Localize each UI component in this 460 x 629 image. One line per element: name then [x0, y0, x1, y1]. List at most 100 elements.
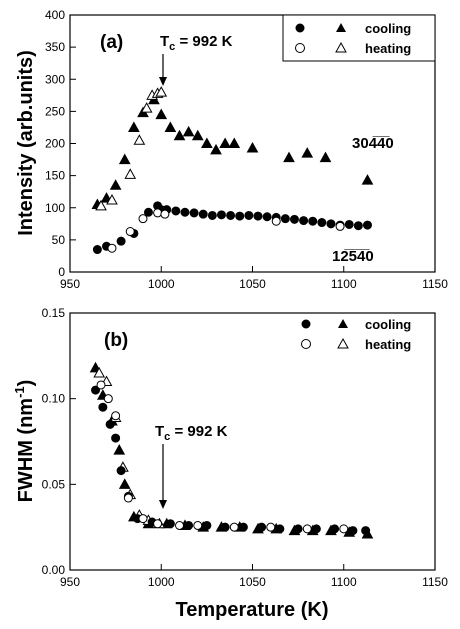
data-point-filled-circle-a — [216, 210, 226, 220]
data-point-filled-triangle-b — [113, 444, 126, 455]
data-point-filled-triangle-a — [319, 151, 332, 163]
legend-heating-a: heating — [365, 41, 411, 56]
data-point-filled-circle-a — [344, 219, 354, 229]
data-point-filled-triangle-a — [109, 179, 122, 190]
data-point-filled-circle-a — [262, 212, 272, 222]
data-point-filled-circle-a — [235, 211, 245, 221]
legend-open-circle-b — [301, 339, 311, 349]
ticks-a: 950 1000 1050 1100 1150 0 50 100 150 200 250 300 350… — [45, 8, 448, 291]
data-point-filled-circle-a — [244, 210, 254, 220]
data-point-filled-circle-b — [202, 520, 212, 530]
data-point-open-circle-a — [107, 243, 117, 253]
data-point-open-circle-b — [138, 514, 148, 524]
data-point-filled-circle-a — [289, 214, 299, 224]
tc-symbol-b: T — [155, 423, 164, 440]
data-point-filled-circle-b — [311, 524, 321, 534]
data-point-filled-circle-a — [353, 221, 363, 231]
x-tick-label-a: 1100 — [331, 277, 357, 291]
data-point-filled-triangle-a — [173, 129, 186, 141]
y-tick-label-a: 200 — [45, 137, 65, 151]
data-point-open-triangle-b — [93, 366, 106, 378]
data-point-filled-circle-a — [171, 206, 181, 216]
data-point-open-triangle-a — [95, 199, 107, 211]
data-point-filled-circle-b — [257, 522, 267, 532]
data-point-open-circle-b — [302, 524, 312, 534]
panel-a: 950 1000 1050 1100 1150 0 50 100 150 200 250 300 350… — [15, 8, 448, 291]
y-tick-label-a: 0 — [58, 265, 65, 279]
x-tick-label-b: 1000 — [148, 575, 175, 589]
data-point-filled-triangle-a — [118, 153, 131, 165]
data-point-filled-circle-a — [189, 208, 199, 218]
data-point-filled-triangle-a — [361, 174, 374, 185]
y-tick-label-b: 0.15 — [42, 306, 66, 320]
data-point-filled-circle-b — [98, 402, 108, 412]
peak-label-lower: 12̅5̅4̅0 — [332, 248, 374, 265]
data-point-filled-circle-a — [326, 219, 336, 229]
data-point-open-circle-a — [153, 208, 163, 218]
legend-filled-triangle-b — [338, 319, 348, 328]
marks-a — [91, 86, 374, 255]
svg-text:Tc = 992 K: Tc = 992 K — [155, 423, 228, 443]
legend-a: cooling heating — [282, 14, 436, 62]
legend-b: cooling heating — [301, 317, 411, 352]
data-point-filled-triangle-a — [219, 137, 231, 148]
data-point-filled-circle-b — [116, 466, 126, 476]
x-tick-label-b: 1050 — [239, 575, 266, 589]
data-point-open-circle-b — [111, 411, 121, 421]
data-point-filled-triangle-a — [182, 125, 195, 137]
y-tick-label-a: 50 — [52, 233, 66, 247]
data-point-filled-circle-a — [198, 209, 208, 219]
data-point-filled-triangle-a — [301, 147, 314, 158]
x-tick-label-a: 1050 — [239, 277, 266, 291]
data-point-filled-circle-b — [361, 526, 371, 536]
y-tick-label-a: 150 — [45, 169, 65, 183]
legend-filled-circle-b — [301, 319, 311, 329]
data-point-filled-circle-b — [348, 526, 358, 536]
peak-label-upper: 304̅4̅0 — [352, 135, 394, 152]
data-point-open-triangle-a — [124, 168, 137, 179]
data-point-open-circle-b — [96, 380, 106, 390]
legend-box-a — [282, 14, 436, 62]
tc-symbol-a: T — [160, 33, 169, 50]
data-point-open-circle-b — [229, 522, 239, 532]
panel-label-b: (b) — [104, 330, 128, 351]
data-point-open-circle-b — [193, 520, 203, 530]
data-point-open-triangle-a — [140, 102, 153, 113]
data-point-open-circle-b — [266, 522, 276, 532]
tc-arrow-head-a — [159, 77, 167, 86]
data-point-filled-triangle-a — [164, 121, 177, 132]
y-tick-label-b: 0.05 — [42, 477, 66, 491]
data-point-filled-triangle-a — [210, 143, 222, 155]
svg-text:Tc = 992 K: Tc = 992 K — [160, 33, 233, 53]
data-point-filled-triangle-a — [228, 137, 241, 148]
data-point-filled-triangle-a — [155, 108, 168, 120]
data-point-filled-circle-a — [116, 236, 126, 246]
x-tick-label-b: 1150 — [422, 575, 448, 589]
data-point-open-triangle-a — [155, 86, 168, 97]
data-point-filled-circle-b — [293, 524, 303, 534]
tc-annotation-a: Tc = 992 K — [159, 33, 233, 86]
data-point-filled-circle-a — [362, 220, 372, 230]
legend-filled-triangle-a — [336, 23, 346, 32]
legend-open-triangle-b — [337, 337, 349, 349]
tc-value-b: = 992 K — [170, 423, 227, 440]
data-point-filled-circle-a — [207, 210, 217, 220]
data-point-open-circle-b — [123, 493, 133, 503]
tc-arrow-head-b — [159, 500, 167, 509]
y-tick-label-a: 350 — [45, 40, 65, 54]
data-point-filled-circle-a — [253, 211, 263, 221]
data-point-filled-triangle-a — [283, 151, 295, 163]
data-point-open-circle-a — [138, 214, 148, 224]
x-tick-label-b: 950 — [60, 575, 80, 589]
data-point-filled-triangle-a — [128, 121, 140, 132]
data-point-open-circle-a — [125, 227, 135, 237]
y-axis-label-a: Intensity (arb.units) — [15, 50, 37, 236]
y-tick-label-a: 300 — [45, 72, 65, 86]
data-point-filled-circle-b — [220, 522, 230, 532]
legend-cooling-a: cooling — [365, 21, 411, 36]
x-tick-label-a: 1000 — [148, 277, 175, 291]
tc-sub-a: c — [169, 41, 175, 53]
y-tick-label-b: 0.10 — [42, 392, 66, 406]
